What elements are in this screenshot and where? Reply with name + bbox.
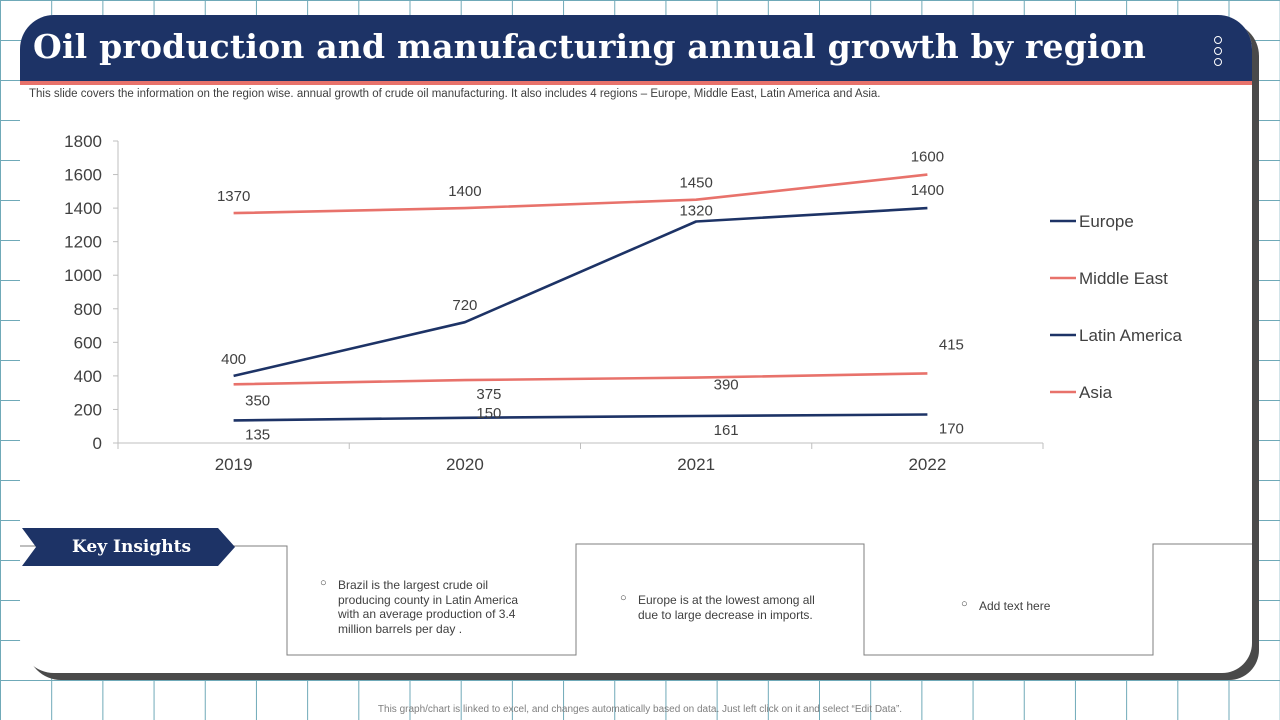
insight-item-1: ○ Brazil is the largest crude oil produc… xyxy=(320,577,533,636)
legend-entry: Middle East xyxy=(1079,269,1168,288)
insight-text: Brazil is the largest crude oil producin… xyxy=(338,578,519,636)
y-tick-label: 1200 xyxy=(64,233,102,252)
data-label: 1450 xyxy=(679,175,712,192)
data-label: 720 xyxy=(452,297,477,314)
x-tick-label: 2022 xyxy=(908,455,946,474)
y-tick-label: 0 xyxy=(93,434,102,453)
series-line-middle-east xyxy=(233,372,928,386)
page-title: Oil production and manufacturing annual … xyxy=(33,27,1147,66)
legend-entry: Latin America xyxy=(1079,326,1183,345)
insight-text: Add text here xyxy=(979,599,1051,613)
insight-text: Europe is at the lowest among all due to… xyxy=(638,593,815,622)
data-label: 1600 xyxy=(911,149,944,166)
y-tick-label: 1600 xyxy=(64,166,102,185)
y-tick-label: 400 xyxy=(74,367,102,386)
data-label: 400 xyxy=(221,351,246,368)
y-tick-label: 1800 xyxy=(64,132,102,151)
data-label: 161 xyxy=(714,422,739,439)
series-line-latin-america xyxy=(233,206,928,378)
bullet-icon: ○ xyxy=(620,592,627,604)
data-label: 390 xyxy=(714,377,739,394)
data-label: 375 xyxy=(476,386,501,403)
legend-entry: Europe xyxy=(1079,212,1134,231)
insight-item-3: ○ Add text here xyxy=(961,598,1129,614)
data-label: 415 xyxy=(939,336,964,353)
slide-card: Oil production and manufacturing annual … xyxy=(20,15,1252,673)
vertical-ellipsis-icon[interactable] xyxy=(1213,36,1225,66)
legend-entry: Asia xyxy=(1079,383,1113,402)
bullet-icon: ○ xyxy=(320,577,327,589)
y-tick-label: 800 xyxy=(74,300,102,319)
bullet-icon: ○ xyxy=(961,598,968,610)
data-label: 350 xyxy=(245,392,270,409)
y-tick-label: 1400 xyxy=(64,199,102,218)
footer-note: This graph/chart is linked to excel, and… xyxy=(377,704,903,715)
y-tick-label: 600 xyxy=(74,333,102,352)
key-insights-label: Key Insights xyxy=(72,537,192,557)
series-line-asia xyxy=(233,173,928,215)
data-label: 1400 xyxy=(911,182,944,199)
data-label: 1400 xyxy=(448,183,481,200)
data-label: 1320 xyxy=(679,203,712,220)
y-tick-label: 200 xyxy=(74,400,102,419)
title-bar: Oil production and manufacturing annual … xyxy=(20,15,1252,85)
x-tick-label: 2020 xyxy=(446,455,484,474)
series-line-europe xyxy=(233,413,928,422)
x-tick-label: 2019 xyxy=(215,455,253,474)
slide-subtitle: This slide covers the information on the… xyxy=(29,88,881,100)
insight-item-2: ○ Europe is at the lowest among all due … xyxy=(620,592,828,622)
y-tick-label: 1000 xyxy=(64,266,102,285)
data-label: 135 xyxy=(245,426,270,443)
data-label: 1370 xyxy=(217,188,250,205)
data-label: 150 xyxy=(476,405,501,422)
key-insights-tag: Key Insights xyxy=(22,528,235,566)
x-tick-label: 2021 xyxy=(677,455,715,474)
data-label: 170 xyxy=(939,420,964,437)
